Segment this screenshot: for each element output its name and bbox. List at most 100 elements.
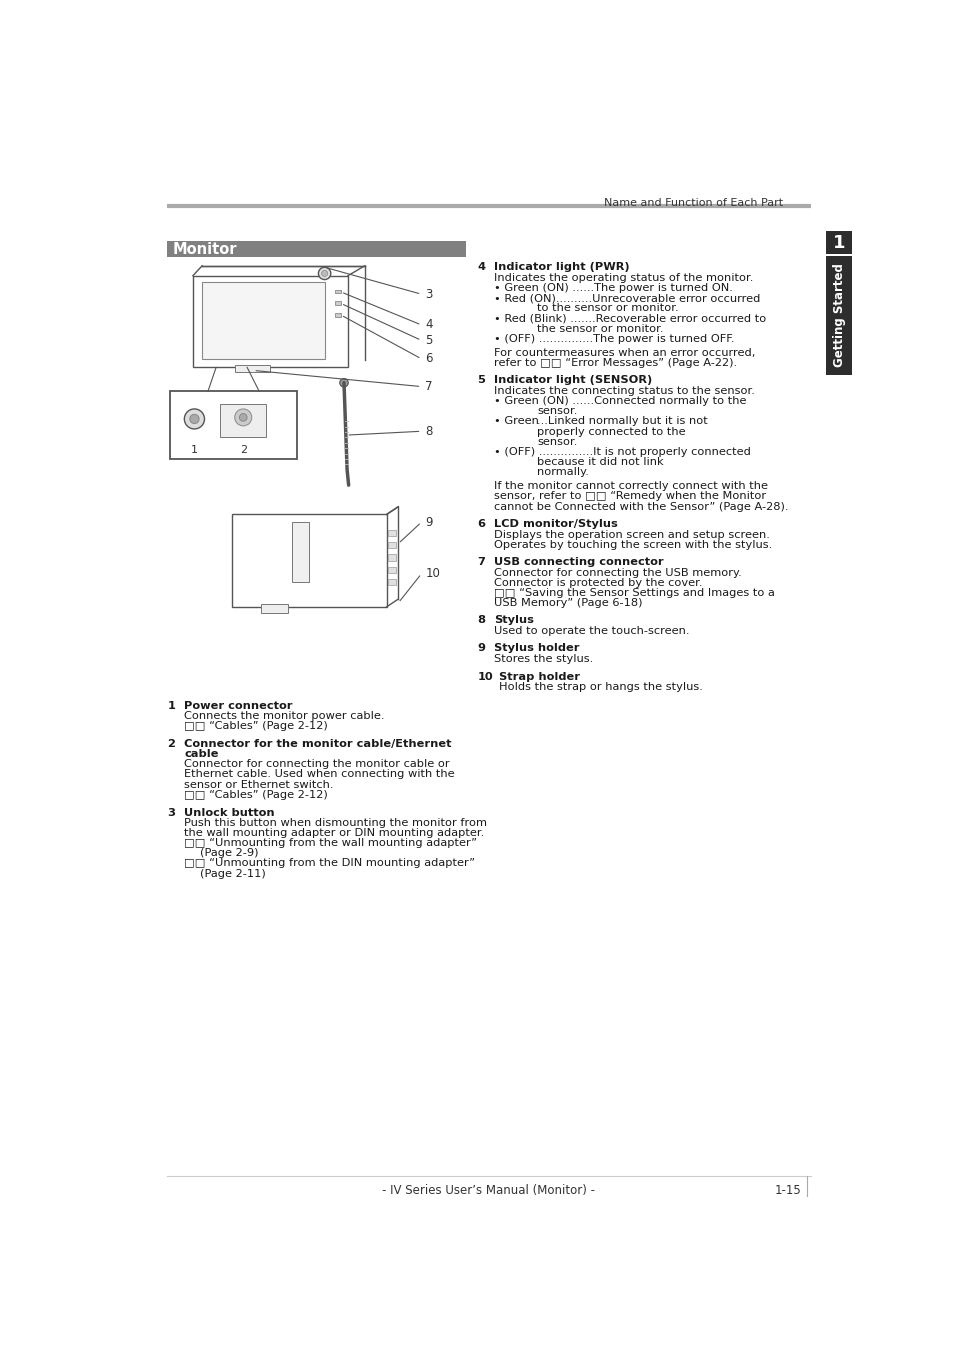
Text: Indicator light (SENSOR): Indicator light (SENSOR) xyxy=(494,375,652,386)
Bar xyxy=(335,313,340,317)
Text: the wall mounting adapter or DIN mounting adapter.: the wall mounting adapter or DIN mountin… xyxy=(184,828,484,838)
Text: 2: 2 xyxy=(239,445,247,456)
Bar xyxy=(193,276,348,367)
Bar xyxy=(220,403,266,437)
Text: 1: 1 xyxy=(191,445,197,456)
Text: Name and Function of Each Part: Name and Function of Each Part xyxy=(603,198,781,208)
Text: 7: 7 xyxy=(425,380,433,394)
Text: Stylus: Stylus xyxy=(494,616,534,625)
Text: □□ “Unmounting from the DIN mounting adapter”: □□ “Unmounting from the DIN mounting ada… xyxy=(184,859,475,868)
Bar xyxy=(235,365,270,372)
Text: 3: 3 xyxy=(425,287,433,301)
Text: □□ “Saving the Sensor Settings and Images to a: □□ “Saving the Sensor Settings and Image… xyxy=(494,588,775,599)
Text: sensor, refer to □□ “Remedy when the Monitor: sensor, refer to □□ “Remedy when the Mon… xyxy=(494,492,765,501)
Bar xyxy=(170,391,297,458)
Text: cannot be Connected with the Sensor” (Page A-28).: cannot be Connected with the Sensor” (Pa… xyxy=(494,501,788,512)
Text: Strap holder: Strap holder xyxy=(498,671,579,682)
Text: Connector for the monitor cable/Ethernet: Connector for the monitor cable/Ethernet xyxy=(184,739,452,749)
Text: sensor or Ethernet switch.: sensor or Ethernet switch. xyxy=(184,779,334,790)
Text: refer to □□ “Error Messages” (Page A-22).: refer to □□ “Error Messages” (Page A-22)… xyxy=(494,359,737,368)
Circle shape xyxy=(190,414,199,423)
Text: Getting Started: Getting Started xyxy=(832,263,845,367)
Text: For countermeasures when an error occurred,: For countermeasures when an error occurr… xyxy=(494,348,755,357)
Text: ...Linked normally but it is not: ...Linked normally but it is not xyxy=(537,417,707,426)
Text: (Page 2-11): (Page 2-11) xyxy=(199,868,265,879)
Text: the sensor or monitor.: the sensor or monitor. xyxy=(537,324,662,333)
Text: 8: 8 xyxy=(425,425,433,438)
Bar xyxy=(232,515,386,607)
Text: Ethernet cable. Used when connecting with the: Ethernet cable. Used when connecting wit… xyxy=(184,770,455,779)
Bar xyxy=(825,256,852,375)
Bar xyxy=(825,231,852,255)
Text: to the sensor or monitor.: to the sensor or monitor. xyxy=(537,303,678,313)
Text: 2: 2 xyxy=(167,739,175,749)
Text: Connector is protected by the cover.: Connector is protected by the cover. xyxy=(494,578,702,588)
Text: Used to operate the touch-screen.: Used to operate the touch-screen. xyxy=(494,627,689,636)
Text: 1-15: 1-15 xyxy=(774,1184,801,1197)
Text: Power connector: Power connector xyxy=(184,701,293,710)
Bar xyxy=(261,604,288,613)
Text: 4: 4 xyxy=(476,262,485,272)
Text: 10: 10 xyxy=(476,671,493,682)
Circle shape xyxy=(339,379,348,387)
Bar xyxy=(388,542,395,549)
Text: LCD monitor/Stylus: LCD monitor/Stylus xyxy=(494,519,618,528)
Text: 4: 4 xyxy=(425,318,433,332)
Text: 1: 1 xyxy=(167,701,175,710)
Bar xyxy=(388,554,395,561)
Text: Stores the stylus.: Stores the stylus. xyxy=(494,654,593,665)
Text: Holds the strap or hangs the stylus.: Holds the strap or hangs the stylus. xyxy=(498,682,702,693)
Text: • Green (ON) ......The power is turned ON.: • Green (ON) ......The power is turned O… xyxy=(494,283,733,293)
Text: • Green (ON) ......Connected normally to the: • Green (ON) ......Connected normally to… xyxy=(494,396,746,406)
Bar xyxy=(388,580,395,585)
Text: 3: 3 xyxy=(167,807,175,818)
Text: Connector for connecting the USB memory.: Connector for connecting the USB memory. xyxy=(494,568,741,578)
Text: Operates by touching the screen with the stylus.: Operates by touching the screen with the… xyxy=(494,539,772,550)
Bar xyxy=(292,522,309,582)
Text: • (OFF) ...............It is not properly connected: • (OFF) ...............It is not properl… xyxy=(494,448,750,457)
Text: 8: 8 xyxy=(476,616,485,625)
Text: • (OFF) ...............The power is turned OFF.: • (OFF) ...............The power is turn… xyxy=(494,334,734,344)
Circle shape xyxy=(321,271,328,276)
Bar xyxy=(167,241,465,257)
Text: Connects the monitor power cable.: Connects the monitor power cable. xyxy=(184,710,384,721)
Text: Stylus holder: Stylus holder xyxy=(494,643,579,654)
Text: • Red (ON)..........Unrecoverable error occurred: • Red (ON)..........Unrecoverable error … xyxy=(494,293,760,303)
Text: Push this button when dismounting the monitor from: Push this button when dismounting the mo… xyxy=(184,818,487,828)
Text: Indicates the operating status of the monitor.: Indicates the operating status of the mo… xyxy=(494,272,753,283)
Text: Monitor: Monitor xyxy=(172,241,237,256)
Text: Unlock button: Unlock button xyxy=(184,807,274,818)
Text: 9: 9 xyxy=(476,643,485,654)
Text: 5: 5 xyxy=(476,375,485,386)
Text: Indicates the connecting status to the sensor.: Indicates the connecting status to the s… xyxy=(494,386,755,396)
Text: Indicator light (PWR): Indicator light (PWR) xyxy=(494,262,629,272)
Text: □□ “Unmounting from the wall mounting adapter”: □□ “Unmounting from the wall mounting ad… xyxy=(184,838,476,848)
Text: 9: 9 xyxy=(425,516,433,528)
Circle shape xyxy=(234,408,252,426)
Bar xyxy=(202,282,324,359)
Circle shape xyxy=(184,408,204,429)
Text: USB connecting connector: USB connecting connector xyxy=(494,557,663,568)
Text: • Red (Blink) .......Recoverable error occurred to: • Red (Blink) .......Recoverable error o… xyxy=(494,314,766,324)
Text: 1: 1 xyxy=(832,233,844,252)
Text: 10: 10 xyxy=(425,568,439,580)
Text: (Page 2-9): (Page 2-9) xyxy=(199,848,258,859)
Text: 7: 7 xyxy=(476,557,485,568)
Text: cable: cable xyxy=(184,749,218,759)
Text: Connector for connecting the monitor cable or: Connector for connecting the monitor cab… xyxy=(184,759,450,770)
Text: sensor.: sensor. xyxy=(537,437,577,446)
Text: Displays the operation screen and setup screen.: Displays the operation screen and setup … xyxy=(494,530,769,539)
Text: □□ “Cables” (Page 2-12): □□ “Cables” (Page 2-12) xyxy=(184,721,328,731)
Circle shape xyxy=(239,414,247,421)
Bar xyxy=(335,301,340,305)
Text: sensor.: sensor. xyxy=(537,406,577,417)
Bar xyxy=(388,530,395,537)
Text: 5: 5 xyxy=(425,334,433,346)
Text: because it did not link: because it did not link xyxy=(537,457,663,468)
Bar xyxy=(388,566,395,573)
Text: properly connected to the: properly connected to the xyxy=(537,426,685,437)
Text: - IV Series User’s Manual (Monitor) -: - IV Series User’s Manual (Monitor) - xyxy=(382,1184,595,1197)
Text: □□ “Cables” (Page 2-12): □□ “Cables” (Page 2-12) xyxy=(184,790,328,799)
Text: If the monitor cannot correctly connect with the: If the monitor cannot correctly connect … xyxy=(494,481,767,491)
Text: • Green: • Green xyxy=(494,417,538,426)
